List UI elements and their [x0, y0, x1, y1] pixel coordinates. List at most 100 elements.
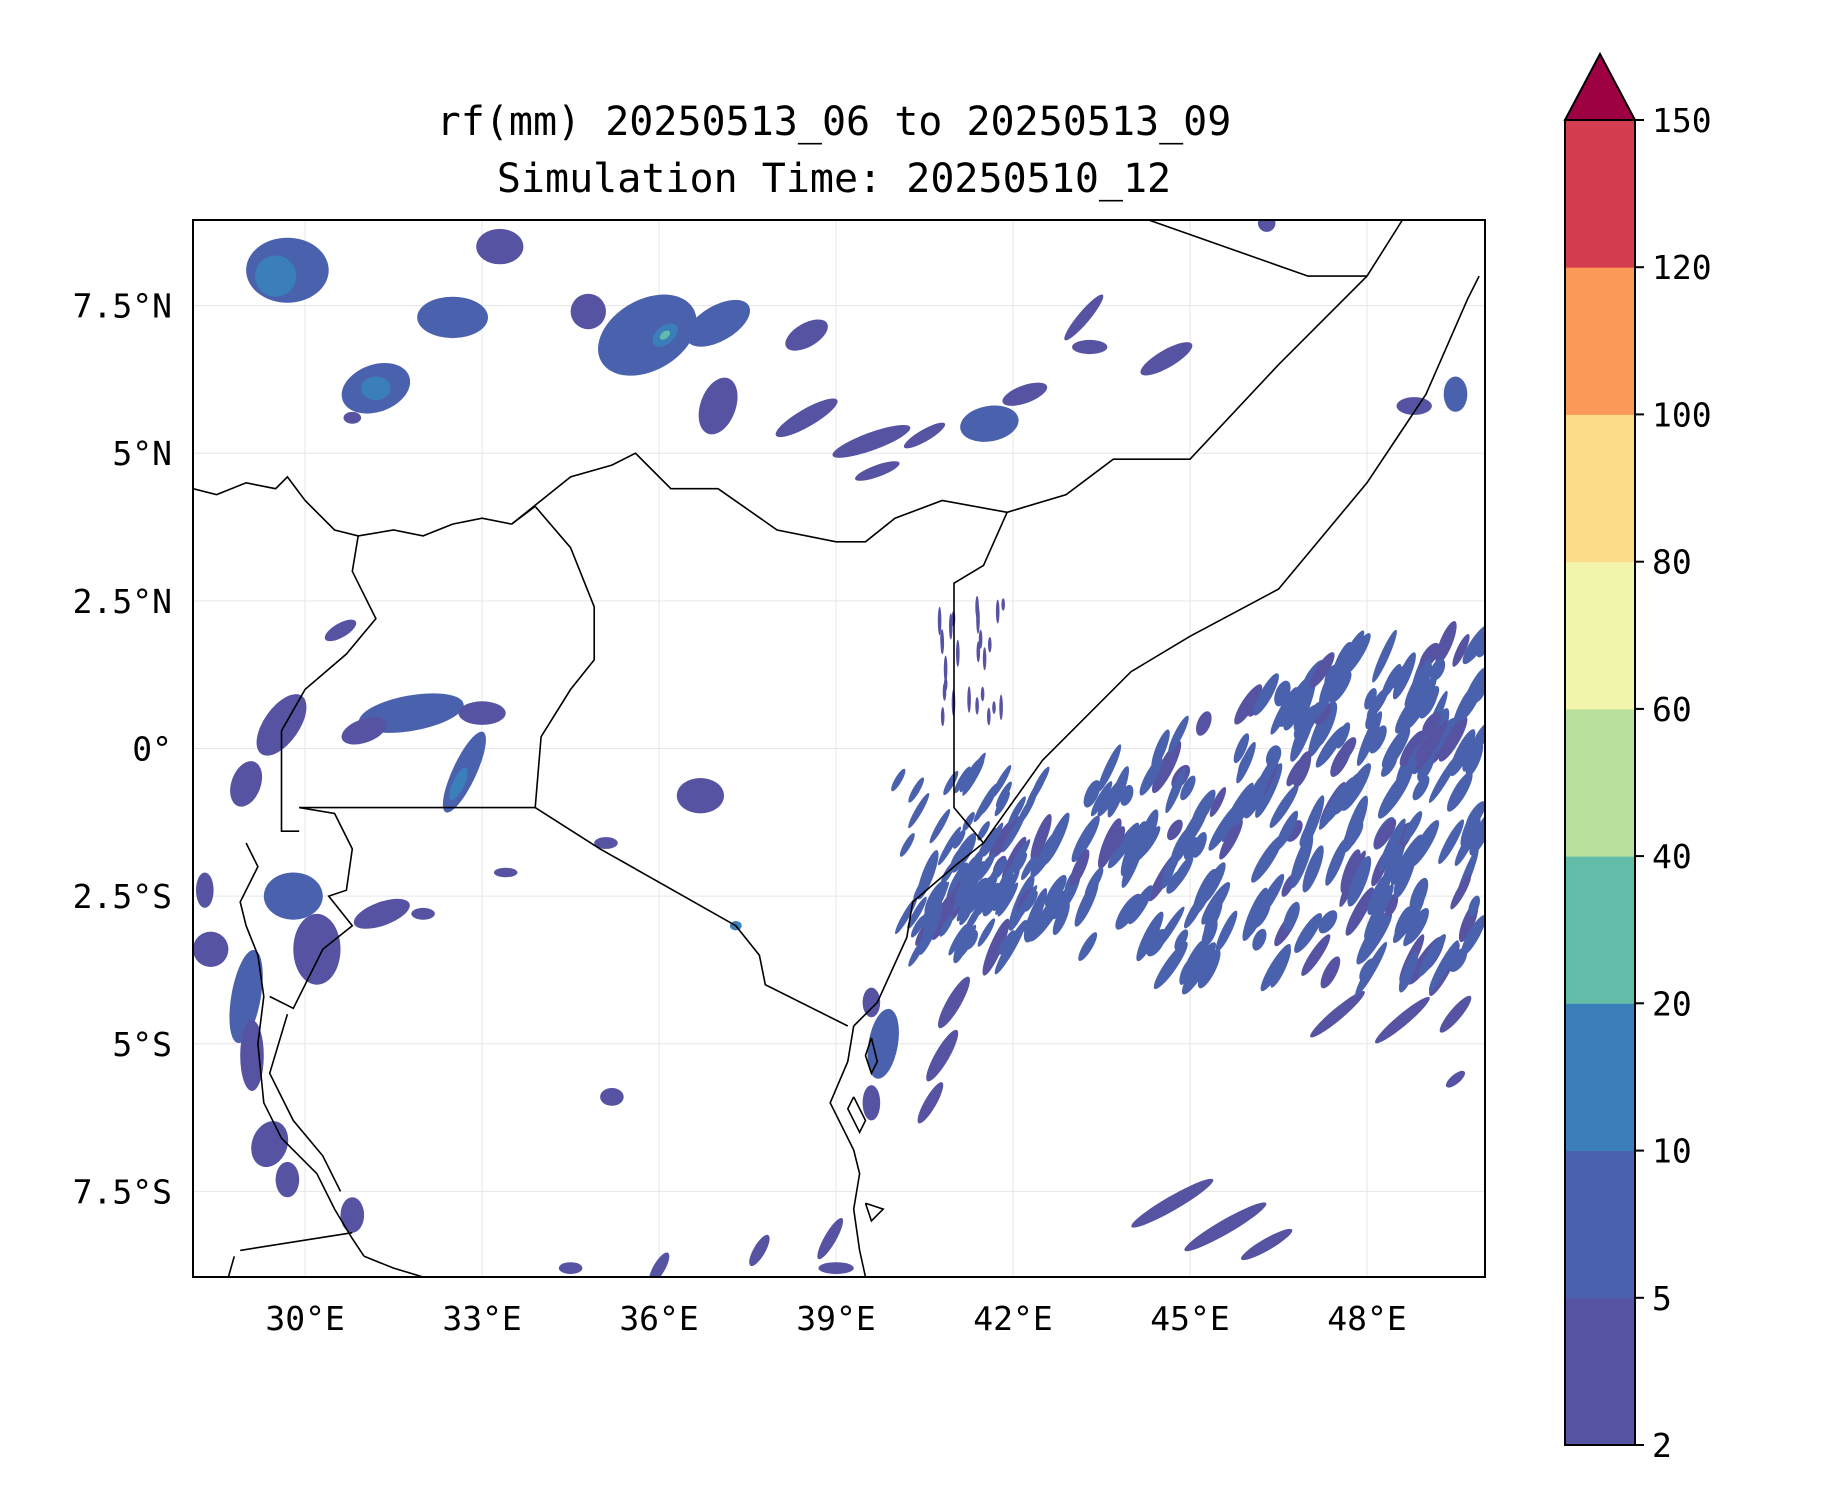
rain-cell [1107, 822, 1140, 869]
rain-cell [229, 949, 263, 1044]
rain-cell [1399, 730, 1425, 767]
rain-cell [1161, 853, 1177, 889]
lon-tick-label: 30°E [265, 1299, 344, 1338]
rain-cell [1152, 740, 1182, 794]
border-line [534, 806, 849, 1027]
rain-cell [954, 766, 971, 794]
rain-cell [959, 855, 979, 890]
rain-cell [1373, 818, 1397, 849]
colorbar-bin [1565, 120, 1635, 268]
rain-cell [230, 761, 263, 807]
border-line [280, 535, 377, 832]
rain-cell [937, 826, 962, 866]
border-line [864, 1202, 885, 1223]
rain-cell [867, 1008, 899, 1079]
rain-cell [1237, 750, 1253, 776]
rain-cell [558, 1262, 583, 1274]
border-line [227, 1256, 236, 1277]
rain-cell [1107, 766, 1130, 818]
rain-cell [648, 1252, 670, 1277]
colorbar-extend-arrow [1563, 51, 1637, 121]
colorbar-frame [1564, 119, 1636, 1446]
rain-cell [818, 1262, 854, 1274]
rainfall-field [193, 220, 1485, 1277]
rain-cell [341, 717, 387, 745]
border-line [239, 842, 265, 997]
rain-cell [1115, 893, 1142, 930]
rain-cell [939, 915, 954, 937]
rain-cell [1269, 784, 1299, 828]
country-borders [193, 220, 1480, 1277]
rain-cell [929, 809, 951, 844]
colorbar-tick-label: 20 [1652, 984, 1692, 1023]
rain-cell [1359, 958, 1377, 982]
rain-cell [263, 872, 323, 920]
rain-cell [1030, 828, 1062, 878]
rain-cell [977, 821, 990, 841]
rain-cell [982, 918, 1010, 976]
rain-cell [1452, 633, 1470, 667]
rain-cell [1071, 815, 1100, 863]
rain-cell [958, 924, 977, 954]
rain-cell [1044, 874, 1067, 908]
rain-cell [1450, 874, 1472, 910]
rain-cell [676, 778, 725, 814]
rain-cell [1131, 1178, 1214, 1228]
colorbar-bin [1565, 1003, 1635, 1151]
rain-cell [995, 781, 1012, 808]
border-line [511, 505, 536, 525]
rain-cell [1347, 855, 1372, 907]
rain-cell [1252, 928, 1267, 951]
rain-cell [1356, 711, 1383, 767]
latitude-ticks: 7.5°N 5°N 2.5°N 0° 2.5°S 5°S 7.5°S [73, 287, 172, 1212]
colorbar-tick-label: 60 [1652, 690, 1692, 729]
rain-cell [1255, 763, 1283, 818]
rain-cell [1007, 796, 1026, 826]
rain-cell [1364, 688, 1377, 710]
rain-cell [1378, 818, 1406, 872]
rain-cell [1232, 781, 1264, 827]
rain-cell [1197, 948, 1221, 989]
lon-tick-label: 33°E [442, 1299, 521, 1338]
colorbar-tick-label: 150 [1652, 101, 1712, 140]
rain-cell [977, 918, 996, 947]
rain-cell [1468, 895, 1480, 917]
rain-cell [862, 1085, 881, 1121]
colorbar-tick-label: 40 [1652, 837, 1692, 876]
rain-cell [1023, 912, 1036, 933]
rain-cell [832, 424, 911, 458]
rain-cell [1233, 733, 1250, 764]
rain-cell [1358, 913, 1393, 964]
rain-cell [417, 296, 488, 339]
rain-cell [1454, 826, 1477, 867]
rain-cell [1021, 856, 1036, 880]
rain-cell [989, 816, 1021, 859]
border-line [240, 1231, 353, 1252]
colorbar-tick-label: 10 [1652, 1132, 1692, 1171]
rain-cell [1151, 729, 1170, 769]
rain-cell [1270, 687, 1298, 735]
rain-cell [1471, 681, 1485, 703]
rain-cell [1283, 901, 1300, 932]
rain-cell [1002, 382, 1048, 406]
rain-cell [1393, 846, 1417, 899]
rain-cell [989, 883, 1007, 911]
rain-cell [1337, 737, 1357, 764]
rain-cell [976, 641, 981, 663]
rain-cell [942, 682, 947, 701]
rain-cell [361, 376, 391, 401]
rain-cell [953, 829, 966, 849]
rain-cell [1069, 849, 1090, 887]
rain-cell [992, 701, 996, 714]
rain-cell [193, 931, 229, 967]
rain-cell [1310, 991, 1365, 1038]
rain-cell [982, 822, 1004, 857]
rain-cell [1084, 867, 1104, 898]
rain-cell [940, 629, 944, 649]
map-frame [192, 219, 1486, 1278]
rain-cell [1120, 821, 1147, 877]
rain-cell [940, 707, 945, 727]
rain-cell [594, 837, 618, 849]
rain-cell [926, 887, 944, 915]
rain-cell [1472, 721, 1485, 750]
